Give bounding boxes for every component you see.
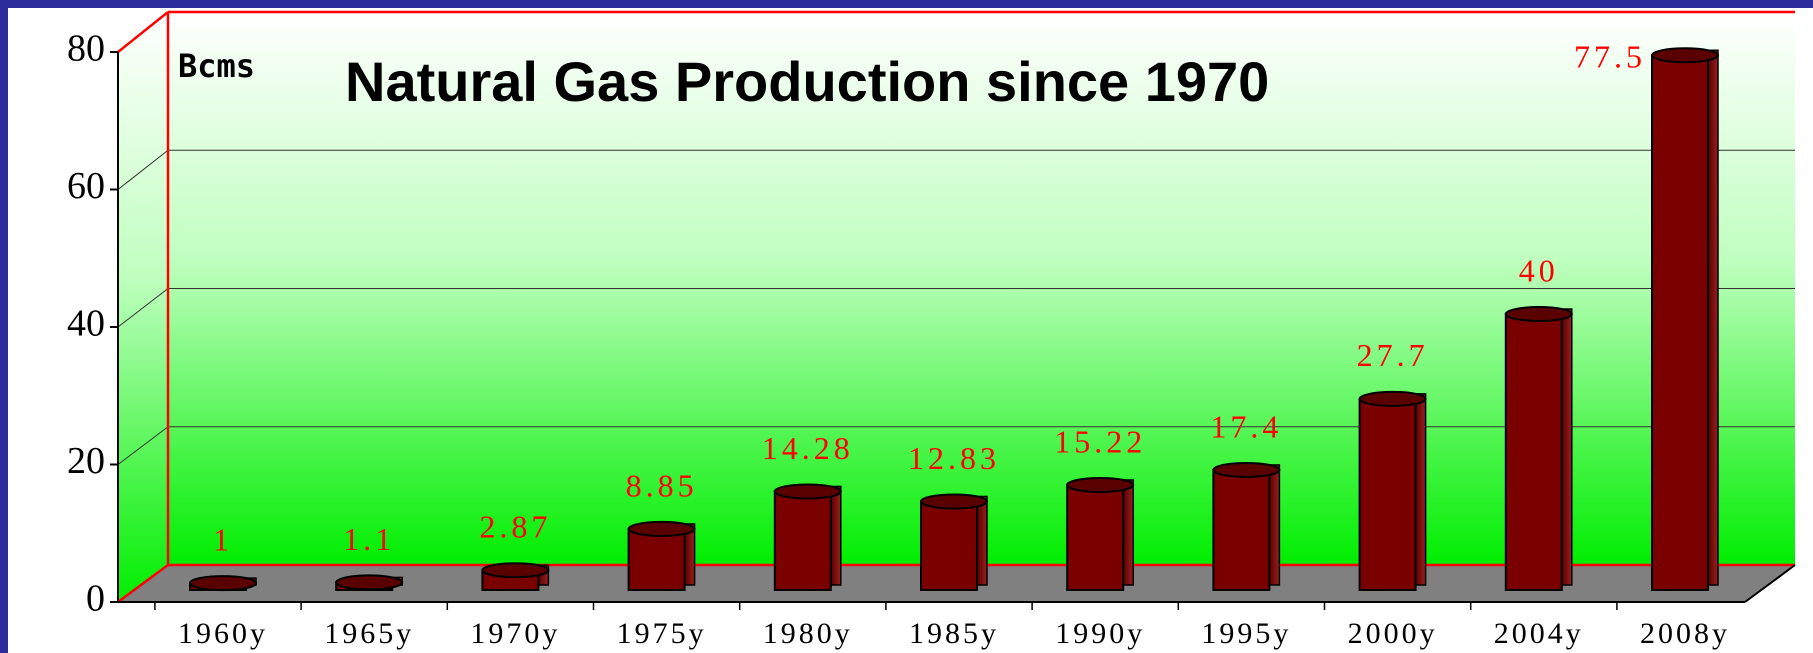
- bar-side: [830, 485, 842, 586]
- floor-edge: [1744, 564, 1796, 603]
- x-tick-label: 1975y: [617, 617, 707, 650]
- x-tick-label: 1980y: [763, 617, 853, 650]
- grid-line: [117, 426, 169, 465]
- data-label: 12.83: [908, 440, 1000, 476]
- bar: [1212, 468, 1271, 591]
- data-label: 40: [1519, 252, 1559, 288]
- bar: [1651, 54, 1709, 591]
- side-wall: [118, 12, 168, 602]
- bar-side: [1414, 393, 1427, 586]
- bar-side: [1707, 49, 1719, 586]
- y-axis-label: Bcms: [178, 47, 255, 85]
- bar: [1358, 397, 1417, 591]
- data-label: 27.7: [1357, 337, 1429, 373]
- grid-line: [117, 149, 169, 190]
- x-tick-label: 1970y: [470, 617, 560, 650]
- data-label: 1: [213, 521, 233, 557]
- chart-title: Natural Gas Production since 1970: [345, 50, 1269, 113]
- data-label: 14.28: [762, 430, 854, 466]
- bar: [627, 527, 686, 591]
- grid-line: [117, 288, 169, 328]
- data-label: 77.5: [1574, 39, 1646, 75]
- data-label: 17.4: [1210, 408, 1282, 444]
- x-tick-label: 1985y: [909, 617, 999, 650]
- bar-side: [1268, 464, 1281, 586]
- bar-top: [920, 493, 988, 510]
- bar-top: [1066, 476, 1135, 493]
- bar: [920, 500, 978, 591]
- bar: [1066, 483, 1125, 591]
- y-tick-label: 0: [86, 578, 105, 620]
- bar-side: [1561, 308, 1573, 586]
- x-tick-label: 2004y: [1494, 617, 1584, 650]
- x-tick-label: 1990y: [1055, 617, 1145, 650]
- x-tick-label: 1995y: [1201, 617, 1291, 650]
- y-tick-label: 20: [67, 440, 105, 482]
- data-label: 1.1: [343, 521, 395, 557]
- frame-edge: [117, 11, 169, 53]
- bar-side: [1122, 479, 1134, 586]
- x-tick-label: 1960y: [178, 617, 268, 650]
- data-label: 2.87: [479, 509, 551, 545]
- bar-top: [1651, 47, 1719, 64]
- x-tick-label: 2008y: [1640, 617, 1730, 650]
- bar-top: [627, 520, 696, 537]
- frame-edge: [117, 563, 169, 604]
- bar: [773, 490, 832, 591]
- bar-top: [1504, 306, 1573, 322]
- y-tick-label: 80: [67, 28, 105, 70]
- bar: [1504, 313, 1563, 591]
- x-tick-label: 1965y: [324, 617, 414, 650]
- bar-side: [976, 495, 988, 586]
- bar-top: [1358, 390, 1427, 407]
- y-tick-label: 40: [67, 303, 105, 345]
- bar-top: [773, 483, 842, 500]
- bar-top: [1212, 461, 1281, 478]
- data-label: 15.22: [1054, 423, 1146, 459]
- bar-top: [335, 574, 404, 591]
- x-tick-label: 2000y: [1348, 617, 1438, 650]
- data-label: 8.85: [626, 467, 698, 503]
- bar-top: [189, 575, 257, 592]
- bar-top: [481, 562, 550, 579]
- y-tick-label: 60: [67, 165, 105, 207]
